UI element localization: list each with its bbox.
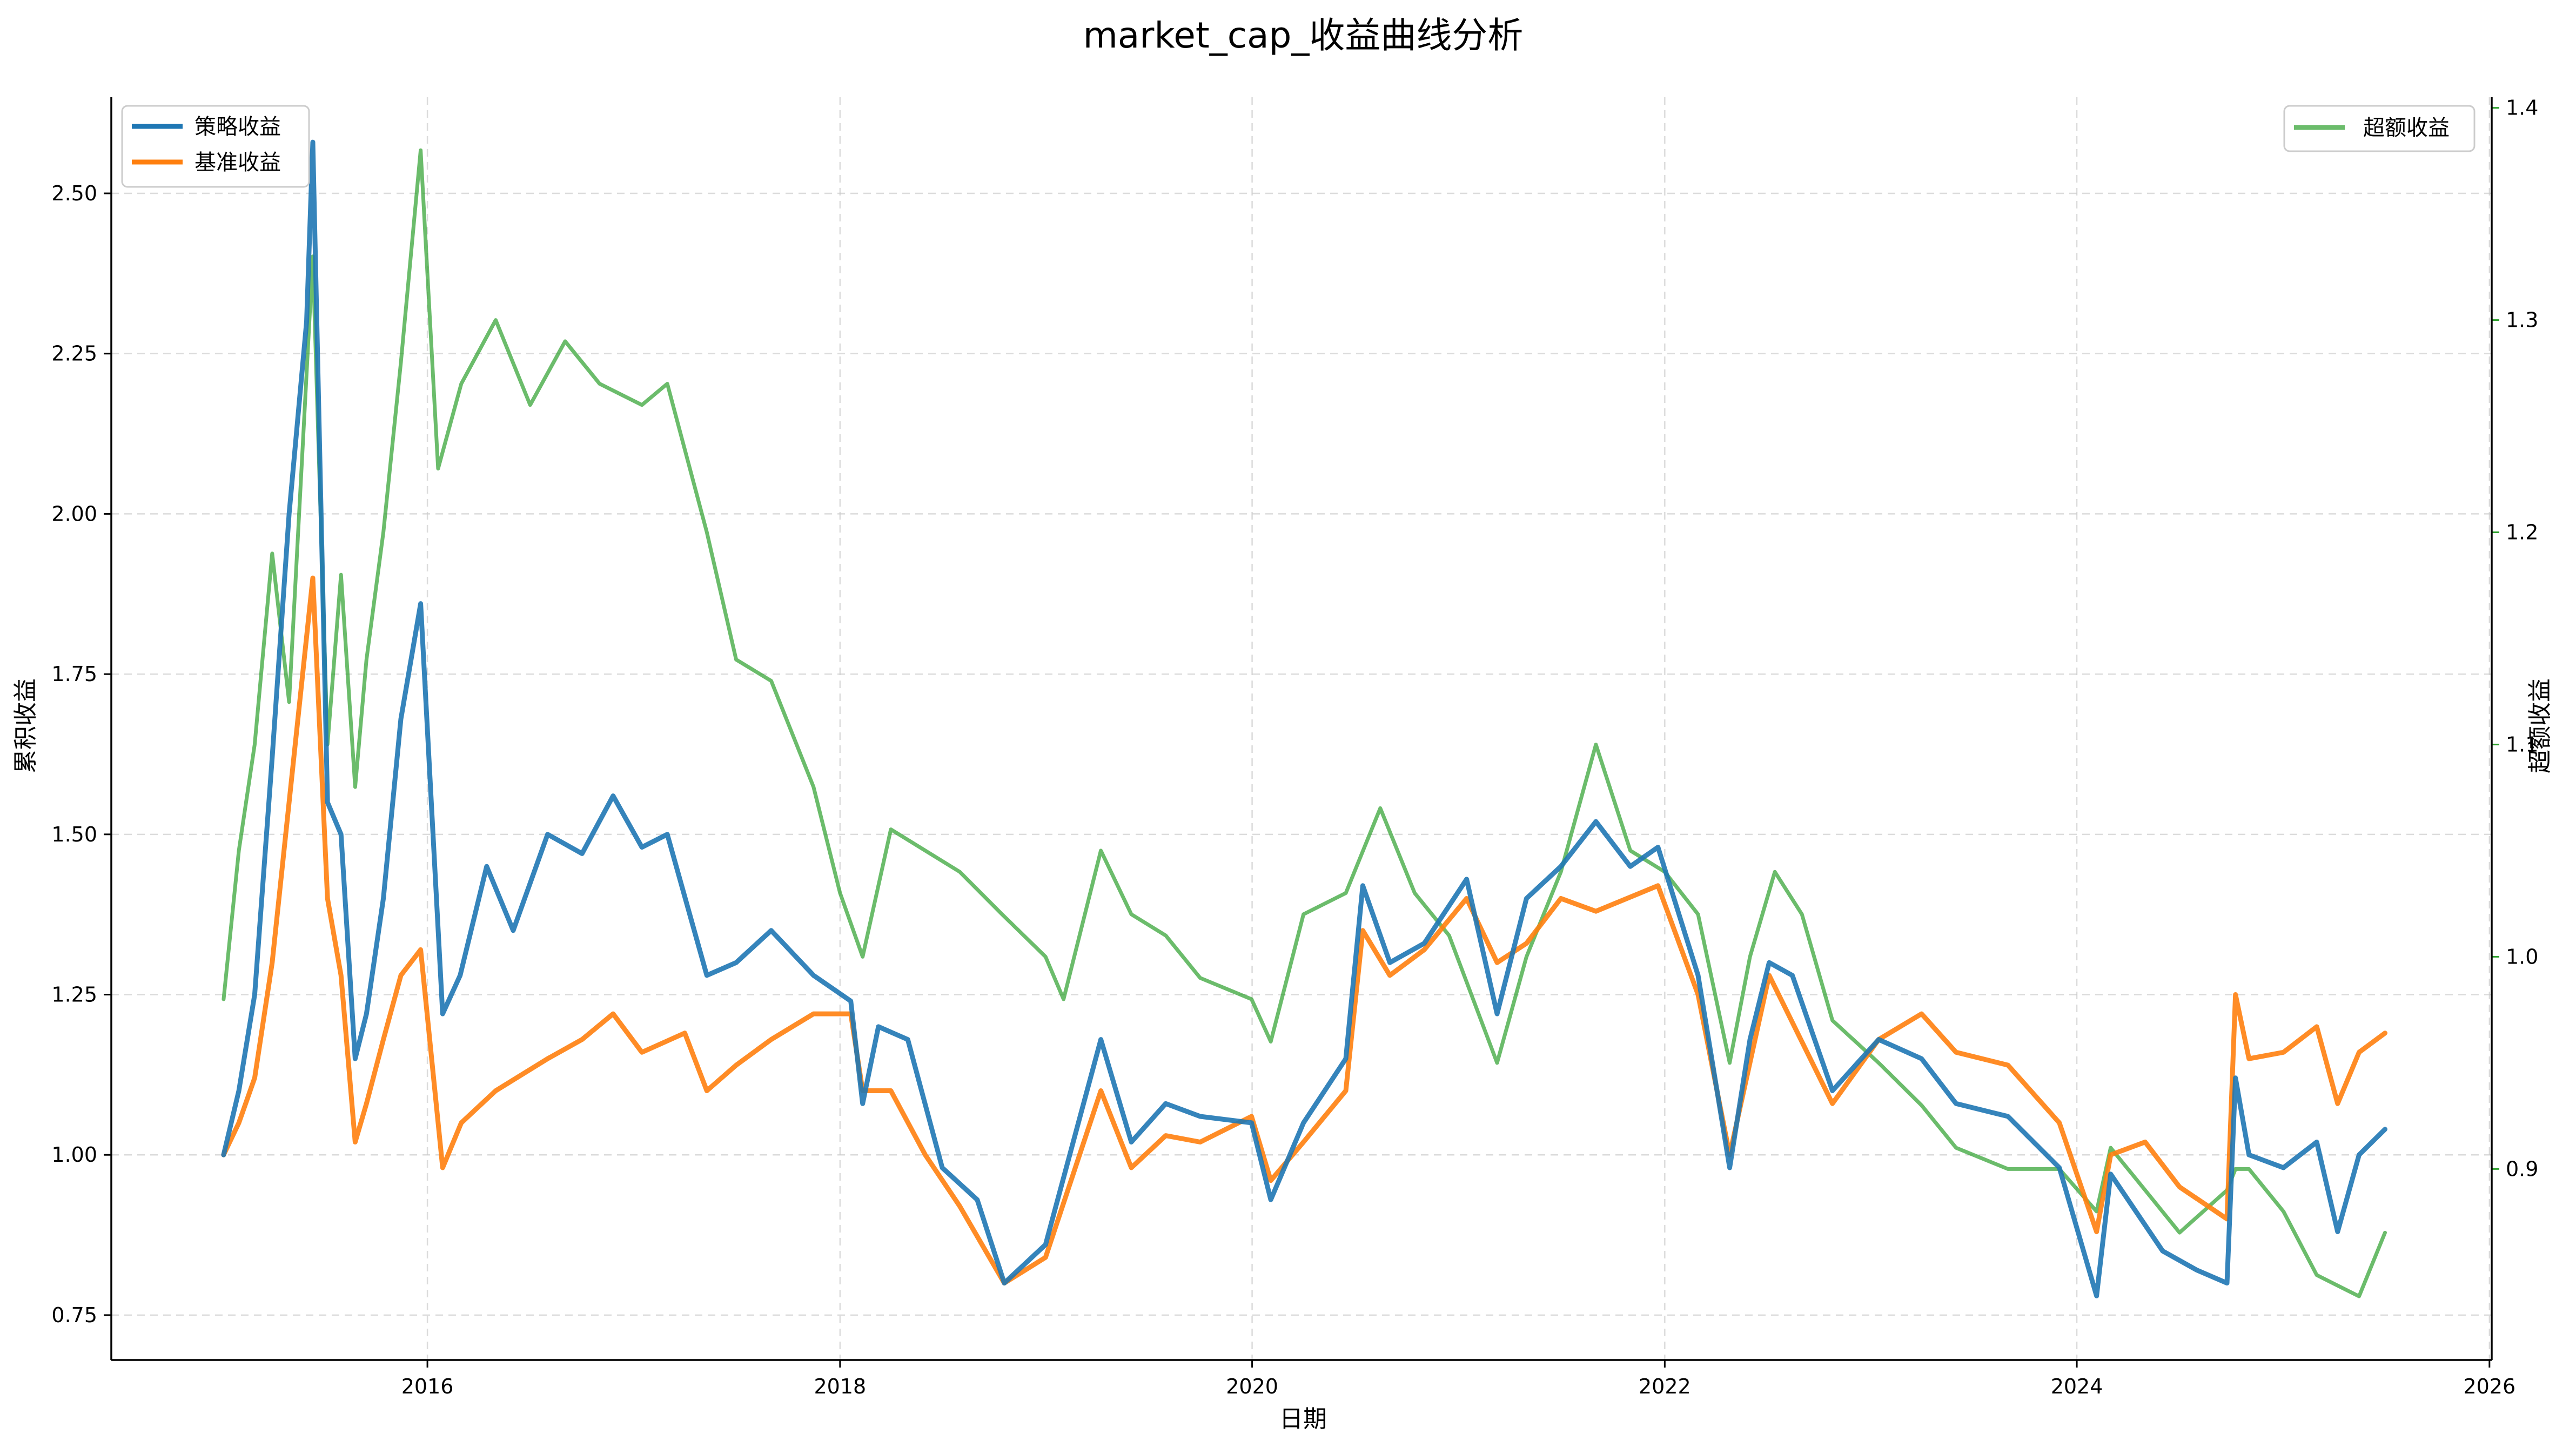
series-excess-line [222, 148, 2387, 1298]
x-tick-label: 2016 [401, 1375, 454, 1398]
y-tick-label-right: 1.1 [2506, 732, 2538, 756]
x-tick-label: 2018 [814, 1375, 867, 1398]
y-tick-label-left: 2.00 [51, 502, 97, 526]
y-tick-label-left: 1.25 [51, 983, 97, 1007]
y-tick-label-left: 2.50 [51, 181, 97, 205]
x-tick-label: 2022 [1639, 1375, 1691, 1398]
legend-right: 超额收益 [2283, 105, 2476, 152]
y-axis-title-left: 累积收益 [12, 678, 39, 773]
x-tick-label: 2020 [1226, 1375, 1278, 1398]
y-tick-label-left: 2.25 [51, 342, 97, 366]
legend-right-box [2283, 105, 2476, 152]
y-tick-label-right: 1.0 [2506, 945, 2538, 968]
x-tick-label: 2026 [2463, 1375, 2515, 1398]
y-tick-label-left: 0.75 [51, 1303, 97, 1327]
series-benchmark-line [221, 575, 2387, 1286]
y-tick-label-right: 0.9 [2506, 1157, 2538, 1181]
y-tick-label-right: 1.4 [2506, 96, 2538, 120]
series-layer [221, 139, 2387, 1298]
y-tick-label-left: 1.50 [51, 823, 97, 846]
y-tick-label-left: 1.75 [51, 662, 97, 686]
legend-label-benchmark: 基准收益 [194, 150, 281, 175]
legend-label-excess: 超额收益 [2363, 116, 2450, 140]
legend-label-strategy: 策略收益 [194, 115, 281, 139]
y-tick-label-left: 1.00 [51, 1143, 97, 1167]
x-tick-label: 2024 [2051, 1375, 2103, 1398]
y-axis-title-right: 超额收益 [2526, 678, 2554, 773]
y-tick-label-right: 1.2 [2506, 521, 2538, 544]
chart-title: market_cap_收益曲线分析 [1083, 15, 1524, 56]
axes: 2016 2018 2020 2022 2024 2026 0.75 1.00 1.25 1.50… [51, 96, 2538, 1398]
x-axis-title: 日期 [1279, 1405, 1327, 1433]
y-tick-label-right: 1.3 [2506, 308, 2538, 332]
series-strategy-line [221, 139, 2387, 1298]
legend-left: 策略收益 基准收益 [121, 105, 310, 188]
